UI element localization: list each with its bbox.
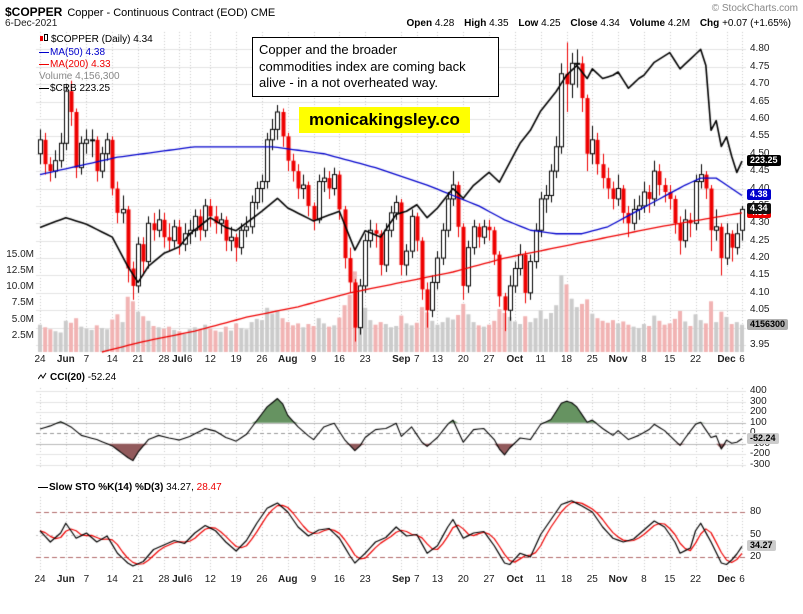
main-legend: $COPPER (Daily) 4.34 —MA(50) 4.38 —MA(20…: [39, 33, 153, 95]
sto-legend: —Slow STO %K(14) %D(3) 34.27, 28.47: [38, 482, 222, 493]
low-label: Low: [518, 18, 539, 29]
legend-ma50: MA(50) 4.38: [50, 47, 106, 58]
chart-header: $COPPER Copper - Continuous Contract (EOD…: [5, 3, 275, 21]
sto-k-value: 34.27,: [166, 482, 194, 493]
ohlc-quote: Open 4.28 High 4.35 Low 4.25 Close 4.34 …: [407, 18, 799, 29]
cci-name: CCI(20): [50, 372, 86, 383]
chart-title: Copper - Continuous Contract (EOD) CME: [67, 7, 276, 19]
sto-k-swatch: —: [38, 482, 48, 493]
annotation-line-2: commodities index are coming back: [259, 58, 466, 74]
annotation-box: Copper and the broader commodities index…: [252, 37, 499, 97]
legend-symbol: $COPPER (Daily) 4.34: [51, 34, 153, 45]
chg-value: +0.07 (+1.65%): [722, 18, 791, 29]
annotation-line-1: Copper and the broader: [259, 42, 398, 57]
cci-legend: CCI(20) -52.24: [37, 372, 117, 384]
low-value: 4.25: [541, 18, 561, 29]
watermark-label: monicakingsley.co: [299, 107, 470, 133]
legend-volume: Volume 4,156,300: [39, 71, 120, 82]
ma200-swatch: —: [39, 59, 49, 70]
annotation-line-3: alive - in a not overheated way.: [259, 75, 438, 91]
volume-value: 4.2M: [667, 18, 691, 29]
chart-date: 6-Dec-2021: [5, 18, 58, 29]
indicator-icon: [37, 372, 50, 384]
open-value: 4.28: [434, 18, 455, 29]
legend-ma200: MA(200) 4.33: [50, 59, 111, 70]
ma50-swatch: —: [39, 47, 49, 58]
sto-name: Slow STO %K(14) %D(3): [49, 482, 164, 493]
cci-value: -52.24: [87, 372, 117, 383]
chg-label: Chg: [699, 18, 720, 29]
sto-d-value: 28.47: [196, 482, 222, 493]
open-label: Open: [406, 18, 433, 29]
volume-label: Volume: [629, 18, 666, 29]
candlestick-icon: [39, 33, 51, 47]
crb-swatch: —: [39, 83, 49, 94]
close-label: Close: [570, 18, 598, 29]
legend-crb: $CRB 223.25: [50, 83, 111, 94]
high-value: 4.35: [489, 18, 509, 29]
symbol: $COPPER: [5, 5, 63, 19]
high-label: High: [464, 18, 487, 29]
copyright: © StockCharts.com: [711, 3, 798, 14]
close-value: 4.34: [600, 18, 620, 29]
